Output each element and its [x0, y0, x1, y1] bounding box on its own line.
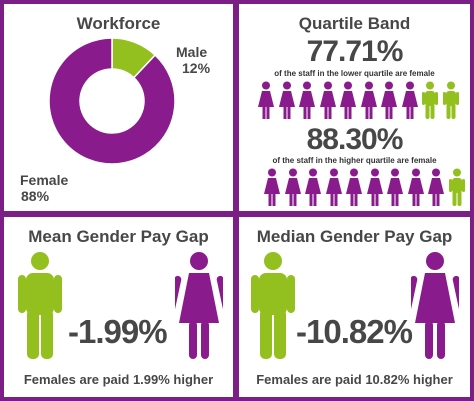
male-person-icon — [18, 252, 62, 359]
female-person-icon — [411, 252, 459, 359]
male-figure-icon — [448, 168, 465, 206]
workforce-title: Workforce — [76, 14, 161, 33]
quartile-panel: Quartile Band 77.71% of the staff in the… — [239, 4, 470, 211]
higher-quartile-caption: of the staff in the higher quartile are … — [272, 156, 437, 165]
higher-quartile-pct: 88.30% — [306, 123, 404, 156]
female-figure-icon — [340, 81, 356, 119]
male-figure-icon — [422, 81, 438, 119]
female-pct: 88% — [21, 188, 50, 204]
median-gap-panel: Median Gender Pay Gap -10.82% Females ar… — [239, 217, 470, 397]
female-label-text: Female — [20, 172, 69, 188]
female-figure-icon — [401, 81, 418, 119]
female-figure-icon — [278, 81, 295, 119]
female-label: Female 88% — [20, 172, 68, 204]
male-label-text: Male — [176, 44, 208, 60]
lower-quartile-caption: of the staff in the lower quartile are f… — [274, 69, 435, 78]
lower-quartile-figures — [257, 81, 459, 119]
female-figure-icon — [407, 168, 424, 206]
mean-note: Females are paid 1.99% higher — [23, 372, 214, 387]
female-figure-icon — [387, 168, 403, 206]
female-figure-icon — [366, 168, 383, 206]
female-figure-icon — [428, 168, 444, 206]
female-figure-icon — [299, 81, 315, 119]
female-figure-icon — [325, 168, 342, 206]
higher-quartile-figures — [263, 168, 465, 206]
female-figure-icon — [258, 81, 274, 119]
female-figure-icon — [360, 81, 377, 119]
female-figure-icon — [381, 81, 397, 119]
female-figure-icon — [264, 168, 280, 206]
workforce-donut-chart — [48, 37, 176, 165]
male-label: Male 12% — [176, 44, 210, 76]
male-person-icon — [251, 252, 295, 359]
mean-gap-value: -1.99% — [68, 313, 168, 350]
quartile-title: Quartile Band — [298, 14, 411, 33]
female-slice — [48, 37, 176, 165]
female-figure-icon — [346, 168, 362, 206]
mean-gap-panel: Mean Gender Pay Gap -1.99% Females are p… — [4, 217, 233, 397]
median-note: Females are paid 10.82% higher — [256, 372, 453, 387]
lower-quartile-pct: 77.71% — [306, 35, 404, 68]
female-figure-icon — [319, 81, 336, 119]
median-title: Median Gender Pay Gap — [256, 227, 453, 246]
female-figure-icon — [284, 168, 301, 206]
male-pct: 12% — [182, 60, 211, 76]
mean-title: Mean Gender Pay Gap — [28, 227, 209, 246]
female-figure-icon — [305, 168, 321, 206]
workforce-panel: Workforce Male 12% Female 88% — [4, 4, 233, 211]
male-figure-icon — [442, 81, 459, 119]
median-gap-value: -10.82% — [296, 313, 413, 350]
female-person-icon — [175, 252, 223, 359]
